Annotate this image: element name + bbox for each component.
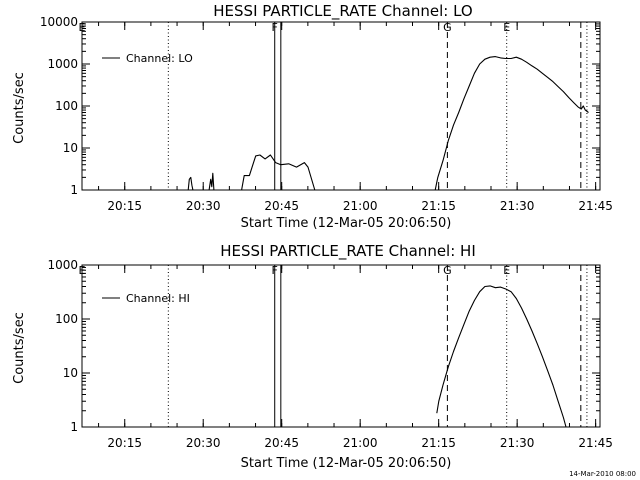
y-axis-label: Counts/sec [12,72,27,144]
chart-title: HESSI PARTICLE_RATE Channel: HI [220,242,476,261]
x-axis-label: Start Time (12-Mar-05 20:06:50) [241,216,452,231]
x-tick-label: 21:30 [500,199,535,213]
x-tick-label: 21:30 [500,436,535,450]
event-marker-label: E [503,264,510,277]
y-tick-label: 1 [70,420,78,434]
series-line [187,176,194,191]
x-tick-label: 21:15 [421,436,456,450]
x-tick-label: 21:15 [421,199,456,213]
y-tick-label: 10000 [40,15,78,29]
series-line [241,154,316,191]
event-marker-label: E [503,21,510,34]
series-line [434,56,589,191]
x-tick-label: 20:15 [107,199,142,213]
x-tick-label: 20:15 [107,436,142,450]
legend-label: Channel: HI [126,292,190,305]
y-tick-label: 10 [63,366,78,380]
x-tick-label: 20:45 [264,199,299,213]
x-tick-label: 21:00 [343,436,378,450]
generation-timestamp: 14-Mar-2010 08:00 [569,470,636,478]
x-tick-label: 21:00 [343,199,378,213]
chart-title: HESSI PARTICLE_RATE Channel: LO [213,2,472,21]
plot-frame [81,21,601,191]
x-tick-label: 20:30 [186,199,221,213]
x-axis-label: Start Time (12-Mar-05 20:06:50) [241,456,452,471]
event-marker-label: E [79,264,86,277]
event-marker-label: G [443,21,452,34]
y-tick-label: 1000 [47,258,78,272]
series-line [436,285,567,428]
panel-hi: HESSI PARTICLE_RATE Channel: HI Counts/s… [12,242,613,471]
y-tick-label: 1000 [47,57,78,71]
y-tick-label: 10 [63,141,78,155]
series-line [208,172,215,191]
x-tick-label: 21:45 [578,199,613,213]
y-tick-label: 100 [55,312,78,326]
plot-area: 1 10 100 1000 10000 20:15 20:30 20:45 21:00 21:15… [40,15,613,213]
event-marker-label: F [272,264,278,277]
legend-label: Channel: LO [126,52,193,65]
panel-lo: HESSI PARTICLE_RATE Channel: LO Counts/s… [12,2,613,231]
event-marker-label: F [272,21,278,34]
y-tick-label: 100 [55,99,78,113]
event-marker-label: E [79,21,86,34]
legend: Channel: LO [102,52,193,65]
x-tick-label: 20:30 [186,436,221,450]
plot-frame [81,264,601,428]
x-tick-label: 20:45 [264,436,299,450]
plot-area: 1 10 100 1000 20:15 20:30 20:45 21:00 21:15 21:30… [47,258,612,450]
event-marker-label: G [443,264,452,277]
y-tick-label: 1 [70,183,78,197]
x-tick-label: 21:45 [578,436,613,450]
y-axis-label: Counts/sec [12,312,27,384]
legend: Channel: HI [102,292,190,305]
